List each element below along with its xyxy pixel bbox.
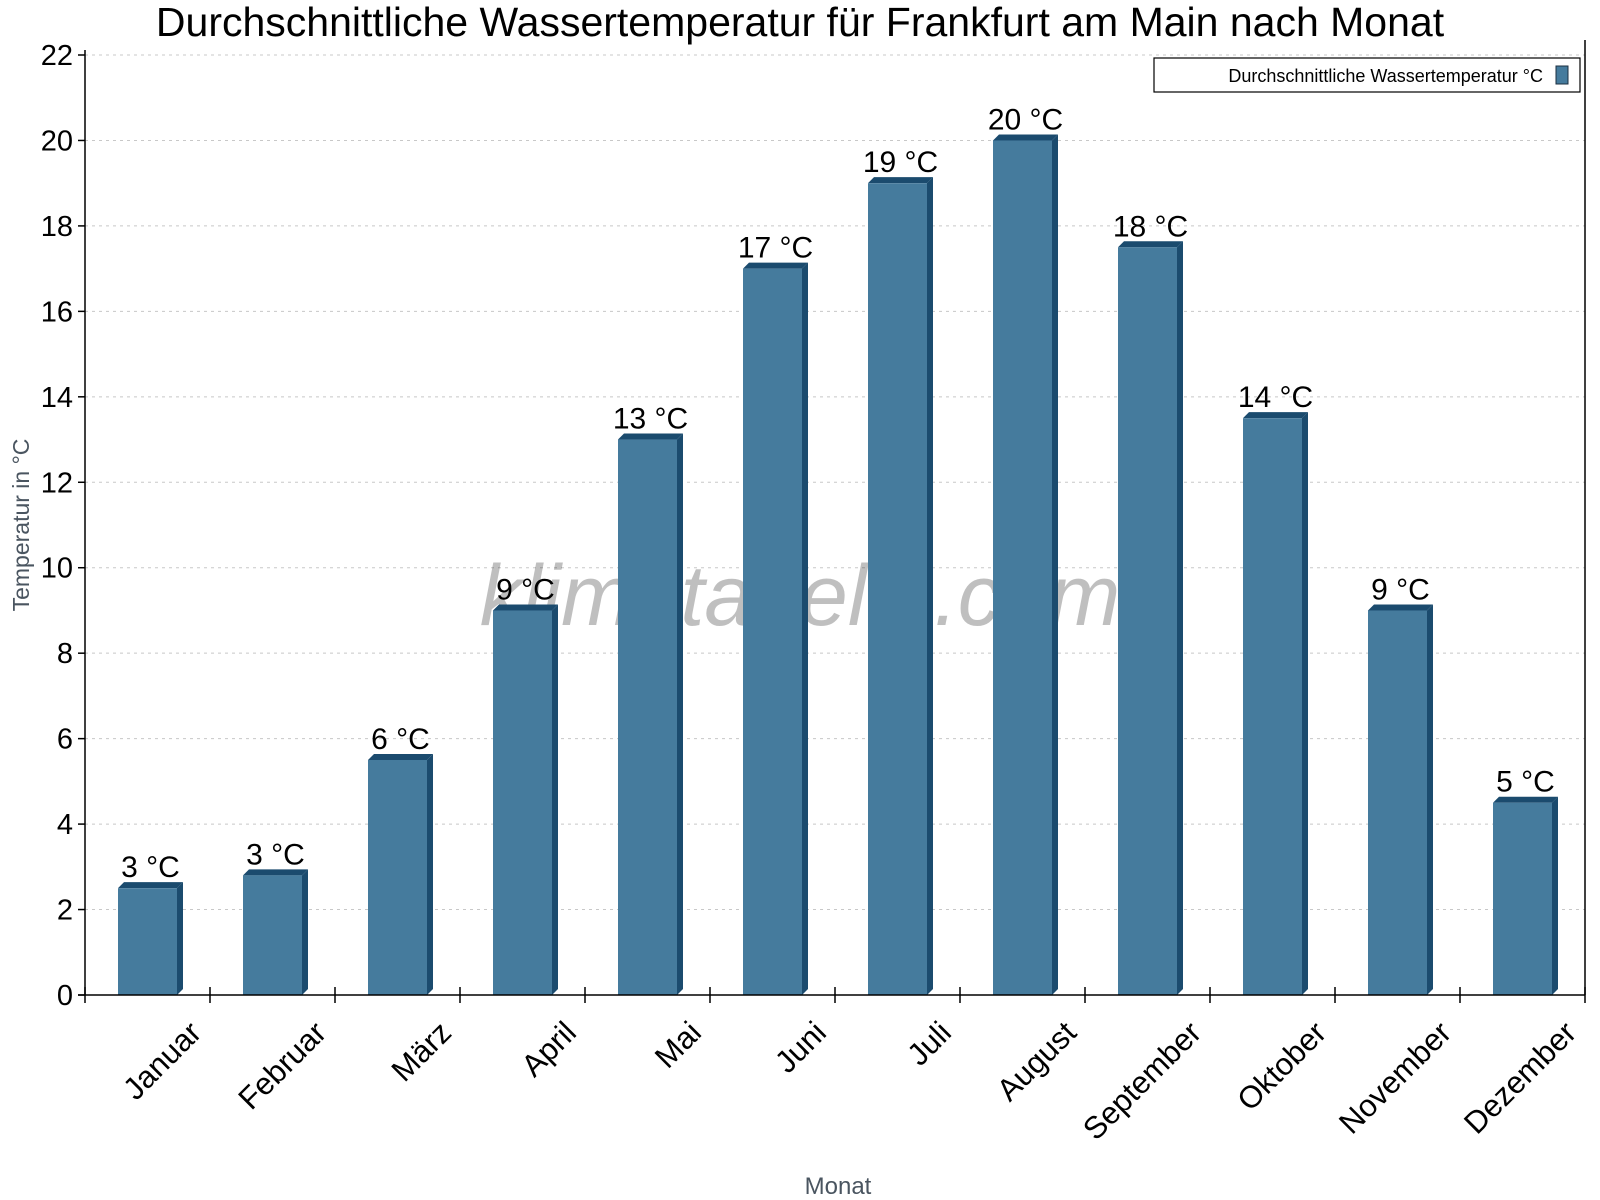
y-tick-label: 18 [41,211,73,243]
x-tick-label: Dezember [1457,1015,1583,1141]
bar-group: 9 °C [1368,573,1433,995]
bar [1243,418,1302,995]
data-label: 5 °C [1496,766,1555,799]
x-tick-label: Februar [231,1015,333,1117]
bar-top [368,754,433,760]
bar [243,875,302,995]
bar-top [743,262,808,269]
bar-top [1493,796,1558,803]
y-tick-label: 8 [57,638,73,670]
bar-group: 13 °C [613,403,688,996]
bar-side [1552,796,1558,995]
bar-side [552,604,558,995]
bar-side [427,754,433,995]
bar-side [1427,604,1433,995]
legend: Durchschnittliche Wassertemperatur °C [1153,57,1581,93]
bar [1368,610,1427,995]
legend-swatch [1555,65,1569,85]
bar [868,183,927,995]
bar-group: 20 °C [988,103,1063,996]
bar-group: 14 °C [1238,381,1313,995]
x-tick-label: Juli [900,1015,958,1073]
x-tick-label: Oktober [1230,1015,1333,1118]
legend-label: Durchschnittliche Wassertemperatur °C [1228,66,1543,86]
bar [1493,802,1552,995]
y-tick-label: 10 [41,553,73,585]
bar-group: 3 °C [118,851,183,995]
x-tick-label: Mai [648,1015,708,1075]
bar-group: 6 °C [368,723,433,995]
data-label: 3 °C [121,851,180,884]
bar-top [1118,241,1183,248]
bar-top [868,177,933,184]
y-tick-label: 4 [57,809,73,841]
y-tick-label: 20 [41,125,73,157]
y-tick-label: 16 [41,296,73,328]
bar [743,268,802,995]
data-label: 14 °C [1238,381,1313,414]
bar-side [1302,412,1308,995]
bar-top [1368,604,1433,611]
y-tick-label: 0 [57,980,73,1012]
x-tick-label: März [385,1015,458,1088]
bar-group: 17 °C [738,232,813,995]
bar-side [177,882,183,995]
x-tick-label: Juni [768,1015,833,1080]
bar [993,140,1052,996]
y-tick-label: 12 [41,467,73,499]
x-tick-label: April [514,1015,583,1084]
chart-title: Durchschnittliche Wassertemperatur für F… [156,0,1445,45]
bar-group: 5 °C [1493,766,1558,995]
bar-side [677,433,683,996]
x-tick-label: September [1076,1015,1208,1147]
x-tick-label: August [990,1014,1083,1107]
bar-top [618,433,683,440]
bar-side [1177,241,1183,996]
bar [493,610,552,995]
bar-group: 19 °C [863,146,938,995]
y-axis-label: Temperatur in °C [8,439,34,612]
bar-side [927,177,933,995]
bar-group: 9 °C [493,573,558,995]
y-tick-label: 22 [41,40,73,72]
bar-group: 18 °C [1113,210,1188,996]
y-tick-label: 2 [57,895,73,927]
data-label: 9 °C [496,573,555,606]
bar-top [1243,412,1308,419]
bar-top [493,604,558,611]
data-label: 17 °C [738,232,813,265]
data-label: 20 °C [988,103,1063,136]
bar-side [802,262,808,995]
bar [118,888,177,995]
data-label: 9 °C [1371,573,1430,606]
data-label: 6 °C [371,723,430,756]
bar [1118,247,1177,996]
bar-top [993,134,1058,141]
bar-group: 3 °C [243,838,308,995]
bar-top [243,869,308,876]
y-tick-label: 14 [41,382,73,414]
legend-box [1153,57,1581,93]
data-label: 18 °C [1113,210,1188,243]
x-tick-label: November [1332,1015,1458,1141]
data-label: 19 °C [863,146,938,179]
bar-side [1052,134,1058,996]
x-tick-label: Januar [116,1015,208,1107]
bar [368,760,427,995]
y-tick-label: 6 [57,724,73,756]
bar-side [302,869,308,995]
x-axis-label: Monat [805,1173,872,1200]
bar-top [118,882,183,889]
data-label: 3 °C [246,838,305,871]
bar [618,439,677,996]
data-label: 13 °C [613,403,688,436]
